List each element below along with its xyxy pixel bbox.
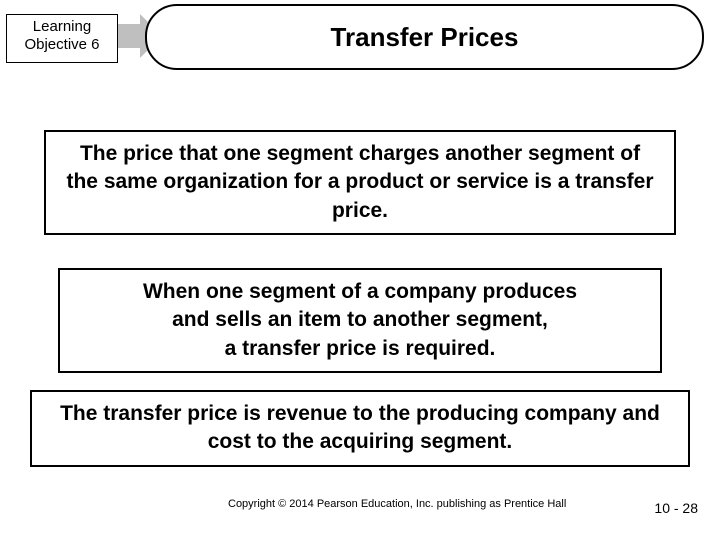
box2-line3: a transfer price is required. [225,337,496,360]
definition-box-1: The price that one segment charges anoth… [44,130,676,235]
page-number: 10 - 28 [654,500,698,516]
definition-box-3: The transfer price is revenue to the pro… [30,390,690,467]
learning-objective-box: Learning Objective 6 [6,14,118,63]
copyright-text: Copyright © 2014 Pearson Education, Inc.… [228,498,568,511]
arrow-shaft [116,24,142,48]
lo-line2: Objective 6 [24,36,99,53]
slide-title: Transfer Prices [145,4,704,70]
box2-line2: and sells an item to another segment, [172,308,548,331]
definition-box-2: When one segment of a company produces a… [58,268,662,373]
box2-line1: When one segment of a company produces [143,280,577,303]
lo-line1: Learning [33,18,91,35]
